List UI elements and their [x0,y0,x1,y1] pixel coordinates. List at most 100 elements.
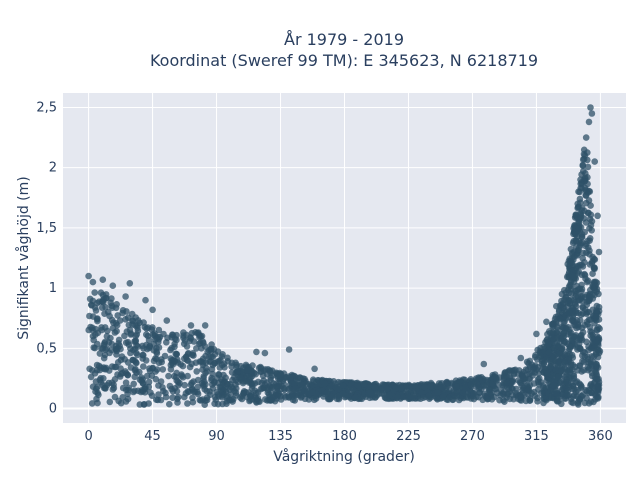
data-point [311,396,318,404]
data-point [258,368,265,375]
data-point [595,324,602,331]
data-point [94,299,101,307]
data-point [261,381,269,388]
data-point [548,355,556,363]
data-point [587,328,594,335]
data-point [94,317,101,325]
data-point [123,328,131,335]
data-point [480,383,488,390]
data-point [261,396,269,403]
y-tick-label: 0 [49,402,57,417]
data-point [165,372,172,380]
data-point [558,297,565,305]
data-point [88,302,95,309]
data-point [594,389,602,396]
data-point [534,398,541,405]
data-point [159,366,167,373]
data-point [208,341,215,348]
data-point [577,334,585,342]
data-point [509,378,516,386]
data-point [219,361,226,369]
data-point [340,382,347,389]
data-point [571,385,578,393]
data-point [143,325,150,332]
data-point [565,283,573,291]
data-point [534,376,542,383]
data-point [138,387,146,394]
data-point [528,369,536,376]
data-point [240,389,248,397]
data-point [454,393,462,400]
data-point [150,357,158,365]
data-point [168,334,176,341]
data-point [149,306,156,314]
x-tick-labels: 0 45 90 135 180 225 270 315 360 [84,429,612,444]
data-point [588,227,595,234]
data-point [145,378,153,386]
data-point [196,358,204,365]
data-point [500,373,508,380]
data-point [518,372,525,379]
data-point [108,379,116,387]
data-point [439,393,447,401]
data-point [184,400,191,407]
data-point [571,214,579,221]
data-point [577,311,585,319]
data-point [577,345,584,353]
data-point [594,383,602,391]
data-point [230,395,237,403]
data-point [169,388,177,395]
data-point [169,394,176,402]
data-point [581,399,589,407]
data-point [304,389,312,397]
data-point [193,368,200,375]
data-point [233,385,240,392]
data-point [101,310,108,318]
data-point [95,391,102,399]
data-point [579,329,587,336]
data-point [559,384,567,392]
x-tick-label: 360 [588,429,613,444]
data-point [181,381,188,389]
data-point [133,349,140,357]
data-point [146,343,153,350]
data-point [411,382,418,389]
data-point [522,397,530,405]
data-point [574,320,582,328]
data-point [197,397,205,404]
data-point [575,188,582,195]
data-point [181,355,188,363]
data-point [224,358,232,365]
data-point [203,387,211,395]
data-point [591,265,598,273]
data-point [247,392,255,400]
data-point [129,321,136,328]
data-point [244,367,251,374]
data-point [130,380,137,388]
y-tick-label: 0,5 [36,341,57,356]
data-point [142,296,149,304]
data-point [403,383,411,390]
data-point [102,364,110,372]
data-point [108,295,115,302]
data-point [585,316,593,323]
data-point [584,163,592,171]
data-point [564,323,571,331]
data-point [187,322,195,329]
data-point [561,358,568,366]
y-tick-labels: 0 0,5 1 1,5 2 2,5 [36,100,57,416]
data-point [434,389,441,396]
data-point [543,336,551,344]
data-point [554,361,562,369]
data-point [122,316,129,323]
data-point [90,344,97,351]
data-point [201,343,209,350]
data-point [579,249,587,257]
data-point [140,363,147,370]
data-point [581,259,588,266]
data-point [571,287,579,295]
x-tick-label: 315 [524,429,549,444]
data-point [267,395,275,403]
data-point [553,398,561,405]
data-point [110,384,118,392]
